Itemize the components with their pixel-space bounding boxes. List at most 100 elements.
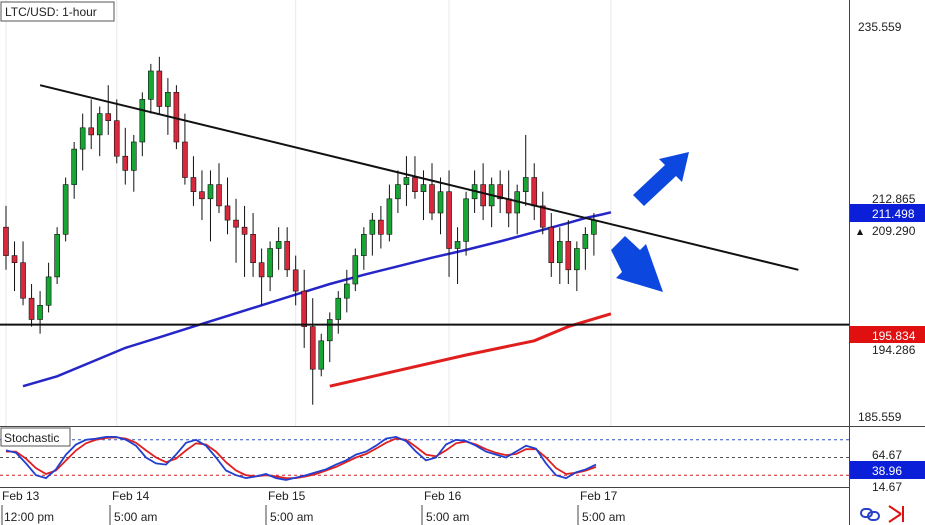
candle	[131, 134, 137, 192]
candle-body	[54, 234, 60, 278]
stochastic-value: 38.96	[872, 464, 902, 478]
candle	[88, 99, 94, 150]
candle-body	[574, 248, 580, 271]
candle-body	[122, 155, 129, 171]
chart-title: LTC/USD: 1-hour	[5, 5, 97, 19]
stochastic-title: Stochastic	[4, 431, 59, 445]
candle-body	[565, 241, 572, 271]
candle	[275, 227, 282, 270]
candle-body	[301, 290, 308, 327]
x-date-label: Feb 15	[268, 489, 306, 503]
candle	[292, 255, 299, 306]
candle	[165, 78, 171, 135]
candle	[54, 227, 60, 284]
candle-body	[96, 113, 103, 136]
candle	[539, 191, 546, 235]
candle	[182, 113, 188, 185]
x-date-label: Feb 17	[580, 489, 618, 503]
candle-body	[11, 255, 18, 264]
candle-body	[199, 191, 205, 200]
candle	[378, 205, 384, 249]
ma-blue-price-badge	[850, 204, 925, 222]
stochastic-tick-bottom: 14.67	[872, 480, 902, 494]
candle	[284, 227, 290, 277]
candle	[343, 269, 350, 313]
last-price-up-marker-icon	[857, 229, 863, 235]
x-date-label: Feb 16	[424, 489, 462, 503]
candle	[522, 134, 529, 206]
candle-body	[522, 177, 529, 192]
candle-body	[505, 198, 512, 214]
candle	[582, 227, 589, 270]
candle-body	[326, 319, 333, 342]
candle	[250, 213, 256, 277]
candle	[258, 248, 265, 306]
candle-body	[429, 184, 435, 214]
stochastic-tick-top: 64.67	[872, 448, 902, 462]
candle	[412, 156, 418, 199]
candle-body	[284, 241, 290, 271]
candle	[122, 127, 129, 185]
candle-body	[250, 234, 256, 264]
candle-body	[539, 205, 546, 228]
candle-body	[156, 70, 163, 107]
candle	[139, 92, 146, 157]
down-right-arrow-icon	[611, 236, 663, 292]
candle-body	[420, 184, 427, 193]
candle-body	[275, 241, 282, 249]
candle-body	[591, 219, 597, 235]
candle	[96, 106, 103, 157]
candle	[309, 298, 316, 405]
candle	[437, 177, 444, 235]
candle	[556, 227, 563, 284]
jump-to-latest-icon[interactable]	[888, 505, 904, 523]
candle-body	[548, 226, 555, 263]
candle	[497, 170, 503, 213]
candle-body	[267, 248, 273, 278]
candle-body	[207, 184, 214, 200]
candle	[216, 163, 222, 213]
price-badge-top-value: 212.865	[872, 192, 916, 206]
candle-body	[233, 219, 239, 228]
candle-body	[361, 234, 367, 256]
y-tick-label-top: 235.559	[858, 20, 902, 34]
candle	[565, 220, 572, 284]
candle-body	[582, 234, 589, 249]
candle	[369, 213, 376, 256]
candle-body	[79, 127, 86, 150]
candle	[113, 99, 120, 164]
ma-red-price-badge	[850, 326, 925, 344]
candle-body	[556, 241, 563, 263]
x-time-label: 5:00 am	[114, 510, 157, 524]
ma-blue-price-value: 211.498	[872, 207, 915, 221]
candle-body	[216, 184, 222, 207]
candle	[463, 191, 469, 256]
candle-body	[403, 177, 410, 185]
candle-body	[454, 241, 461, 249]
last-price-value: 209.290	[872, 224, 916, 238]
candle-body	[343, 283, 350, 299]
candle-body	[369, 219, 376, 235]
candle	[241, 205, 248, 277]
link-icon[interactable]	[860, 508, 880, 521]
chart-title-box	[0, 1, 115, 22]
candle	[28, 284, 35, 327]
candle	[480, 163, 486, 221]
candle-body	[437, 191, 444, 214]
candle	[37, 291, 43, 334]
candle	[548, 213, 555, 277]
candle	[45, 262, 52, 313]
candle-body	[165, 92, 171, 107]
candle	[207, 170, 214, 242]
candle-body	[190, 177, 197, 192]
candle	[446, 170, 452, 277]
candle	[454, 227, 461, 284]
candle	[233, 198, 239, 263]
candle-body	[105, 113, 112, 121]
candle-body	[113, 120, 120, 157]
x-date-label: Feb 14	[112, 489, 150, 503]
candle	[71, 142, 77, 199]
x-time-label: 5:00 am	[582, 510, 625, 524]
candle	[386, 184, 393, 242]
